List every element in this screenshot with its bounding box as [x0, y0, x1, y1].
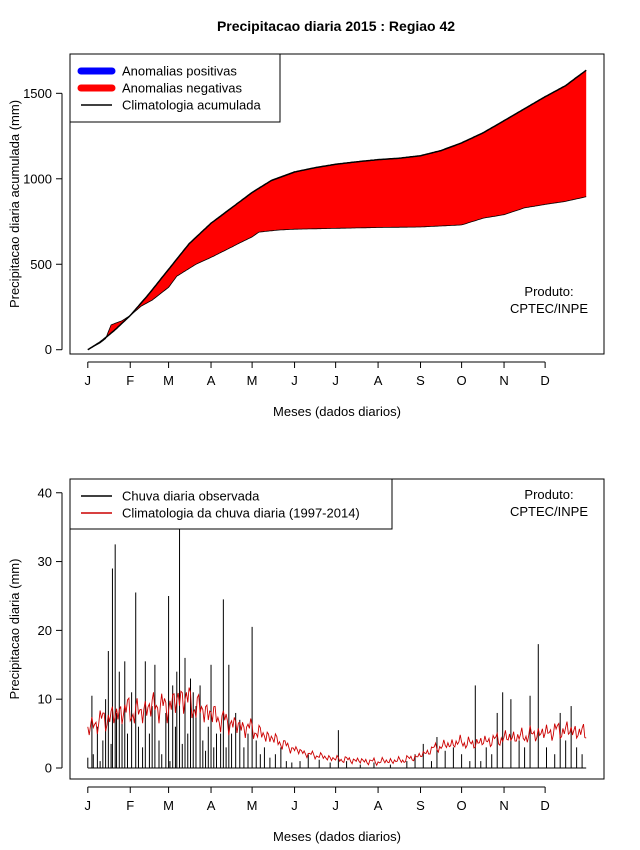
x-tick-label: O: [457, 798, 467, 813]
x-tick-label: J: [332, 798, 339, 813]
y-tick-label: 10: [38, 692, 52, 707]
x-tick-label: O: [457, 373, 467, 388]
legend-label: Climatologia acumulada: [122, 98, 262, 113]
y-tick-label: 1000: [23, 171, 52, 186]
y-axis-label: Precipitacao diaria acumulada (mm): [7, 100, 22, 308]
legend-label: Anomalias positivas: [122, 64, 237, 79]
y-tick-label: 500: [30, 257, 52, 272]
y-tick-label: 1500: [23, 86, 52, 101]
legend-label: Climatologia da chuva diaria (1997-2014): [122, 506, 360, 521]
product-annotation: Produto:: [524, 284, 573, 299]
y-tick-label: 0: [45, 342, 52, 357]
observed-cumulative-line: [87, 196, 587, 351]
x-tick-label: M: [247, 798, 258, 813]
x-tick-label: A: [207, 798, 216, 813]
product-annotation: CPTEC/INPE: [510, 504, 588, 519]
x-tick-label: N: [499, 798, 508, 813]
x-tick-label: F: [126, 798, 134, 813]
x-tick-label: J: [332, 373, 339, 388]
x-tick-label: J: [291, 798, 298, 813]
x-tick-label: A: [207, 373, 216, 388]
x-tick-label: S: [416, 798, 425, 813]
cumulative-precipitation-panel: 0 500 1000 1500 J F M A M J J A S O N D Meses (dados dia…: [7, 53, 605, 419]
x-tick-label: A: [374, 798, 383, 813]
product-annotation: Produto:: [524, 487, 573, 502]
y-tick-label: 30: [38, 554, 52, 569]
legend-box: [69, 478, 393, 530]
x-tick-label: M: [247, 373, 258, 388]
y-axis-label: Precipitacao diaria (mm): [7, 559, 22, 700]
x-tick-label: D: [540, 373, 549, 388]
legend-label: Chuva diaria observada: [122, 489, 260, 504]
climatology-cumulative-line: [87, 69, 587, 351]
x-tick-label: D: [540, 798, 549, 813]
product-annotation: CPTEC/INPE: [510, 301, 588, 316]
y-tick-label: 20: [38, 623, 52, 638]
plot-frame: [69, 53, 605, 355]
x-tick-label: S: [416, 373, 425, 388]
x-tick-label: M: [163, 798, 174, 813]
legend: Chuva diaria observada Climatologia da ch…: [69, 478, 393, 530]
x-tick-label: A: [374, 373, 383, 388]
legend: Anomalias positivas Anomalias negativas Cl…: [69, 53, 281, 123]
legend-label: Anomalias negativas: [122, 81, 242, 96]
x-tick-label: M: [163, 373, 174, 388]
x-tick-label: J: [291, 373, 298, 388]
x-tick-label: N: [499, 373, 508, 388]
x-axis-label: Meses (dados diarios): [273, 404, 401, 419]
x-tick-label: J: [85, 373, 92, 388]
x-tick-label: J: [85, 798, 92, 813]
y-tick-label: 40: [38, 485, 52, 500]
figure-title: Precipitacao diaria 2015 : Regiao 42: [217, 18, 455, 34]
x-tick-label: F: [126, 373, 134, 388]
x-axis-label: Meses (dados diarios): [273, 829, 401, 844]
negative-anomaly-area: [87, 70, 587, 350]
y-tick-label: 0: [45, 760, 52, 775]
climatology-daily-line: [87, 687, 587, 767]
daily-precipitation-panel: 0 10 20 30 40 J F M A M J J A S O N D Meses (dados diario…: [7, 478, 605, 844]
